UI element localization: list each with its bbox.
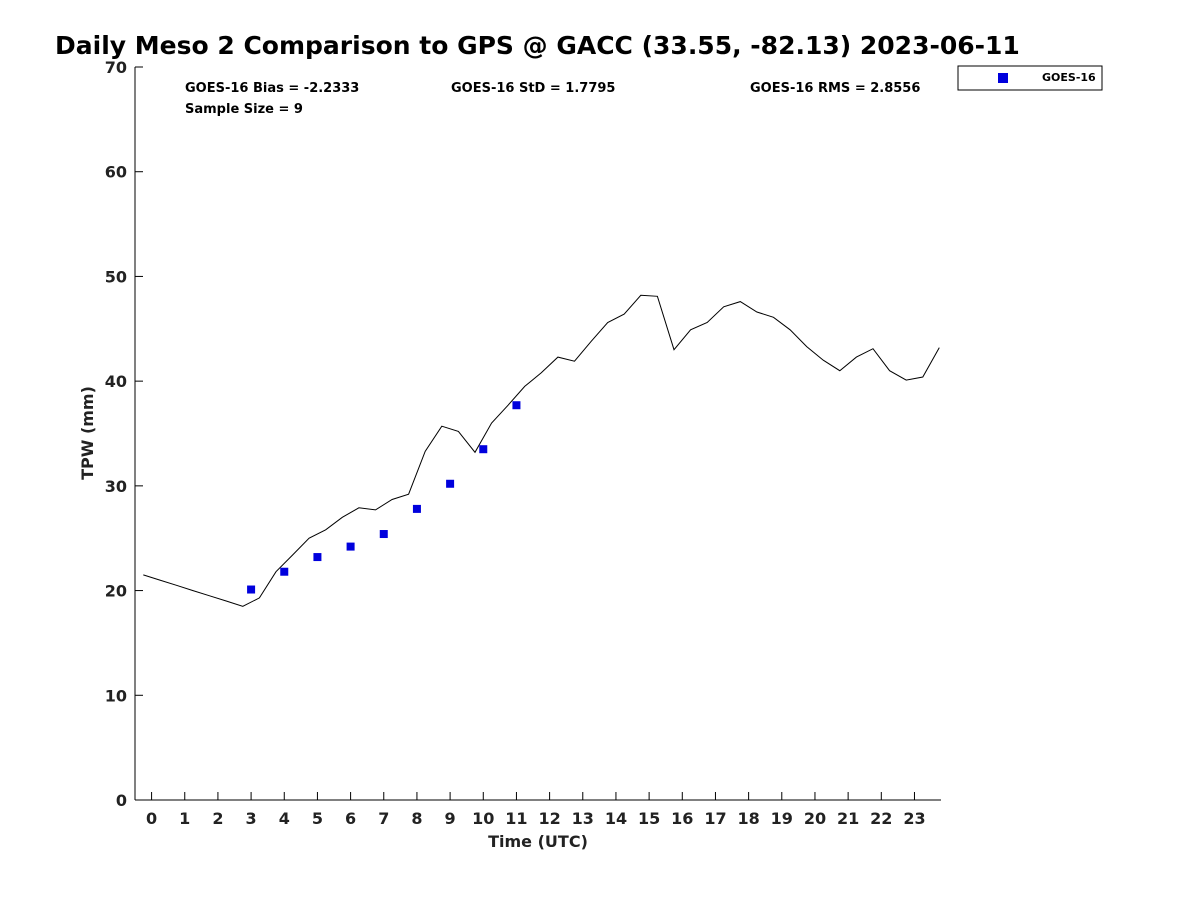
x-tick-label: 14 bbox=[605, 809, 627, 828]
legend-box bbox=[957, 65, 1103, 91]
x-tick-label: 12 bbox=[538, 809, 560, 828]
x-tick-label: 6 bbox=[345, 809, 356, 828]
y-tick-label: 30 bbox=[105, 477, 127, 496]
bias-stat: GOES-16 Bias = -2.2333 bbox=[185, 81, 359, 96]
y-tick-label: 10 bbox=[105, 686, 127, 705]
series-layer bbox=[143, 294, 940, 607]
goes16-point bbox=[247, 585, 256, 594]
x-tick-label: 19 bbox=[771, 809, 793, 828]
x-tick-label: 3 bbox=[246, 809, 257, 828]
x-tick-label: 11 bbox=[505, 809, 527, 828]
x-tick-label: 1 bbox=[179, 809, 190, 828]
gps-line bbox=[143, 294, 940, 607]
x-tick-label: 10 bbox=[472, 809, 494, 828]
legend-label: GOES-16 bbox=[1042, 71, 1096, 84]
goes16-point bbox=[479, 445, 488, 454]
x-tick-label: 22 bbox=[870, 809, 892, 828]
x-tick-label: 16 bbox=[671, 809, 693, 828]
std-stat: GOES-16 StD = 1.7795 bbox=[451, 81, 615, 96]
x-axis-label: Time (UTC) bbox=[488, 832, 588, 851]
y-tick-label: 60 bbox=[105, 163, 127, 182]
goes16-point bbox=[412, 504, 421, 513]
legend: GOES-16 bbox=[957, 65, 1103, 91]
goes16-point bbox=[346, 542, 355, 551]
x-tick-label: 8 bbox=[411, 809, 422, 828]
x-tick-label: 0 bbox=[146, 809, 157, 828]
goes16-point bbox=[379, 530, 388, 539]
x-tick-label: 17 bbox=[704, 809, 726, 828]
x-tick-label: 13 bbox=[572, 809, 594, 828]
goes16-point bbox=[313, 553, 322, 562]
y-axis-label: TPW (mm) bbox=[78, 386, 97, 480]
rms-stat: GOES-16 RMS = 2.8556 bbox=[750, 81, 920, 96]
goes16-point bbox=[512, 401, 521, 410]
x-tick-label: 7 bbox=[378, 809, 389, 828]
x-tick-label: 21 bbox=[837, 809, 859, 828]
x-tick-label: 18 bbox=[737, 809, 759, 828]
x-tick-label: 9 bbox=[445, 809, 456, 828]
chart-title: Daily Meso 2 Comparison to GPS @ GACC (3… bbox=[55, 31, 1020, 60]
y-ticks: 0 10 20 30 40 50 60 70 bbox=[105, 58, 143, 810]
x-tick-label: 5 bbox=[312, 809, 323, 828]
x-tick-label: 20 bbox=[804, 809, 826, 828]
x-tick-label: 2 bbox=[212, 809, 223, 828]
sample-size-stat: Sample Size = 9 bbox=[185, 102, 303, 117]
goes16-point bbox=[446, 479, 455, 488]
x-tick-label: 4 bbox=[279, 809, 290, 828]
y-tick-label: 20 bbox=[105, 582, 127, 601]
legend-marker bbox=[998, 73, 1008, 83]
y-tick-label: 40 bbox=[105, 372, 127, 391]
x-tick-label: 23 bbox=[903, 809, 925, 828]
goes16-point bbox=[280, 567, 289, 576]
x-tick-label: 15 bbox=[638, 809, 660, 828]
y-tick-label: 50 bbox=[105, 267, 127, 286]
y-tick-label: 0 bbox=[116, 791, 127, 810]
y-tick-label: 70 bbox=[105, 58, 127, 77]
x-ticks: 0 1 2 3 4 5 6 7 8 9 10 11 12 13 14 15 16 17 18 19 20 21 22 23 bbox=[146, 792, 926, 828]
